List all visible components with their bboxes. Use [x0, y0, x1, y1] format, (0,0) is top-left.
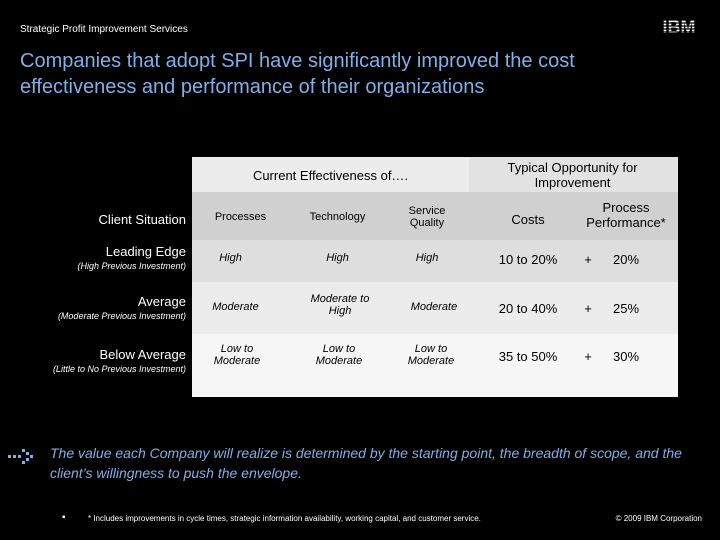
cell-plus: + — [584, 252, 592, 267]
cell-costs: 10 to 20% — [498, 252, 558, 267]
cell-costs: 20 to 40% — [498, 301, 558, 316]
row-average-sub: (Moderate Previous Investment) — [57, 311, 186, 321]
col-processes: Processes — [214, 211, 267, 223]
cell-service-quality: Low to Moderate — [407, 343, 455, 367]
cell-process-performance: 20% — [612, 252, 640, 267]
row-below-average-sub: (Little to No Previous Investment) — [52, 364, 186, 374]
group-typical-label: Typical Opportunity for Improvement — [507, 160, 638, 190]
cell-service-quality: High — [415, 252, 439, 264]
cell-costs: 35 to 50% — [498, 349, 558, 364]
page-title: Companies that adopt SPI have significan… — [20, 50, 575, 98]
cell-technology: Moderate to High — [310, 293, 370, 317]
cell-plus: + — [584, 301, 592, 316]
cell-processes: High — [219, 252, 242, 264]
typical-opportunity-header — [469, 157, 678, 192]
cell-processes: Moderate — [212, 301, 259, 313]
col-service-quality: Service Quality — [408, 205, 446, 229]
row-leading-edge-label: Leading Edge — [105, 244, 186, 259]
arrow-icon — [8, 449, 33, 464]
column-header-band — [192, 192, 678, 240]
cell-service-quality: Moderate — [410, 301, 458, 313]
current-effectiveness-header — [192, 157, 469, 192]
footnote-bullet: ▪ — [62, 512, 66, 523]
row-average-label: Average — [137, 294, 186, 309]
cell-process-performance: 25% — [612, 301, 640, 316]
row-band-leading-edge — [192, 240, 678, 282]
cell-technology: Low to Moderate — [315, 343, 363, 367]
cell-process-performance: 30% — [612, 349, 640, 364]
copyright: © 2009 IBM Corporation — [615, 514, 702, 523]
row-band-below-average — [192, 334, 678, 397]
col-costs: Costs — [511, 212, 545, 227]
group-current-label: Current Effectiveness of…. — [252, 168, 409, 183]
cell-technology: High — [326, 252, 349, 264]
col-technology: Technology — [309, 211, 366, 223]
ibm-logo: IBM — [656, 16, 702, 38]
cell-processes: Low to Moderate — [213, 343, 261, 367]
row-below-average-label: Below Average — [99, 347, 187, 362]
value-note: The value each Company will realize is d… — [50, 445, 682, 481]
header-label: Strategic Profit Improvement Services — [20, 24, 188, 35]
row-band-average — [192, 282, 678, 334]
footnote-text: * Includes improvements in cycle times, … — [88, 514, 481, 523]
col-process-performance: Process Performance* — [586, 200, 666, 230]
client-situation-label: Client Situation — [98, 212, 186, 227]
row-leading-edge-sub: (High Previous Investment) — [77, 261, 186, 271]
cell-plus: + — [584, 349, 592, 364]
